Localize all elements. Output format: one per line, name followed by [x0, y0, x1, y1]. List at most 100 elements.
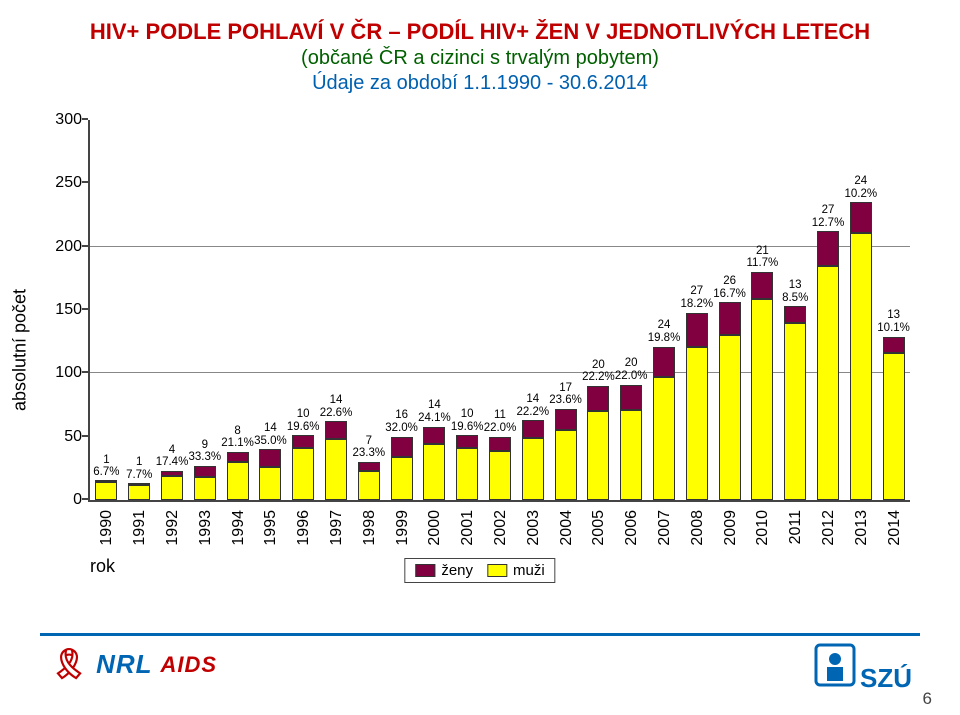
bar-2002: 1122.0%	[489, 437, 511, 500]
bar-zeny	[587, 386, 609, 411]
y-tick-label: 200	[55, 238, 82, 256]
bar-zeny	[620, 385, 642, 410]
x-tick-label: 1991	[131, 510, 149, 546]
plot-area: 05010015020025030016.7%199017.7%1991417.…	[88, 120, 910, 502]
bar-muzi	[391, 457, 413, 500]
y-tick	[82, 371, 88, 373]
y-tick-label: 300	[55, 111, 82, 129]
bar-zeny	[292, 435, 314, 448]
y-tick	[82, 435, 88, 437]
bar-2008: 2718.2%	[686, 313, 708, 500]
y-tick	[82, 308, 88, 310]
x-tick-label: 1996	[295, 510, 313, 546]
bar-2009: 2616.7%	[719, 302, 741, 500]
ribbon-icon: 🎗	[50, 647, 88, 682]
x-tick-label: 1997	[328, 510, 346, 546]
bar-muzi	[850, 233, 872, 500]
bar-muzi	[95, 482, 117, 500]
legend-item-zeny: ženy	[415, 562, 473, 579]
bar-1998: 723.3%	[358, 462, 380, 500]
bar-2013: 2410.2%	[850, 202, 872, 500]
slide: HIV+ PODLE POHLAVÍ V ČR – PODÍL HIV+ ŽEN…	[0, 0, 960, 715]
bar-muzi	[423, 444, 445, 500]
bar-muzi	[751, 299, 773, 500]
x-tick-label: 2006	[623, 510, 641, 546]
bar-muzi	[489, 451, 511, 500]
x-tick-label: 2000	[426, 510, 444, 546]
bar-zeny	[456, 435, 478, 448]
bar-1994: 821.1%	[227, 452, 249, 500]
footer: 🎗 NRL AIDS SZÚ 6	[0, 633, 960, 715]
bar-2001: 1019.6%	[456, 435, 478, 500]
x-tick-label: 1992	[164, 510, 182, 546]
bar-2000: 1424.1%	[423, 427, 445, 500]
bar-zeny	[784, 306, 806, 322]
bar-muzi	[292, 448, 314, 500]
bar-2006: 2022.0%	[620, 385, 642, 500]
bar-muzi	[587, 411, 609, 500]
bar-muzi	[719, 335, 741, 500]
footer-rule	[40, 633, 920, 636]
x-tick-label: 1998	[361, 510, 379, 546]
bar-1990: 16.7%	[95, 481, 117, 500]
legend-item-muzi: muži	[487, 562, 545, 579]
bar-muzi	[784, 323, 806, 500]
page-number: 6	[923, 689, 932, 709]
bar-1999: 1632.0%	[391, 437, 413, 500]
bar-1995: 1435.0%	[259, 449, 281, 500]
bar-2007: 2419.8%	[653, 347, 675, 500]
bar-muzi	[620, 410, 642, 500]
bar-muzi	[686, 347, 708, 500]
title-line-3: Údaje za období 1.1.1990 - 30.6.2014	[0, 71, 960, 96]
bar-muzi	[883, 353, 905, 500]
nrl-text: NRL	[96, 649, 152, 680]
titles: HIV+ PODLE POHLAVÍ V ČR – PODÍL HIV+ ŽEN…	[0, 0, 960, 96]
legend-swatch-zeny	[415, 564, 435, 577]
bar-muzi	[358, 471, 380, 500]
bar-muzi	[817, 266, 839, 500]
bar-zeny	[686, 313, 708, 347]
bar-1997: 1422.6%	[325, 421, 347, 500]
szu-logo: SZÚ	[814, 639, 912, 691]
bar-muzi	[259, 467, 281, 500]
bar-2010: 2111.7%	[751, 272, 773, 500]
bar-zeny	[161, 471, 183, 476]
y-tick	[82, 498, 88, 500]
x-tick-label: 2008	[689, 510, 707, 546]
y-tick	[82, 118, 88, 120]
bar-muzi	[522, 438, 544, 500]
y-tick	[82, 181, 88, 183]
legend-label-zeny: ženy	[441, 562, 473, 579]
y-axis-label: absolutní počet	[10, 289, 31, 411]
bar-zeny	[850, 202, 872, 232]
x-tick-label: 1993	[197, 510, 215, 546]
x-tick-label: 2010	[754, 510, 772, 546]
bar-zeny	[194, 466, 216, 477]
bar-zeny	[817, 231, 839, 265]
title-line-2: (občané ČR a cizinci s trvalým pobytem)	[0, 46, 960, 71]
bar-2011: 138.5%	[784, 306, 806, 500]
bar-zeny	[883, 337, 905, 353]
x-tick-label: 2004	[558, 510, 576, 546]
x-axis-label: rok	[90, 556, 115, 577]
y-tick	[82, 245, 88, 247]
chart: absolutní počet 05010015020025030016.7%1…	[30, 120, 930, 580]
bar-label: 2111.7%	[732, 245, 792, 270]
bar-2012: 2712.7%	[817, 231, 839, 500]
bar-zeny	[358, 462, 380, 471]
bar-zeny	[653, 347, 675, 377]
bar-muzi	[227, 462, 249, 500]
bar-label: 1310.1%	[864, 309, 924, 334]
bar-muzi	[128, 485, 150, 500]
szu-icon	[814, 639, 856, 691]
bar-zeny	[391, 437, 413, 457]
bar-1992: 417.4%	[161, 471, 183, 500]
nrl-aids-logo: 🎗 NRL AIDS	[48, 647, 217, 682]
szu-text: SZÚ	[860, 665, 912, 691]
x-tick-label: 2007	[656, 510, 674, 546]
bar-1996: 1019.6%	[292, 435, 314, 500]
bar-zeny	[555, 409, 577, 431]
x-tick-label: 1999	[394, 510, 412, 546]
bar-2003: 1422.2%	[522, 420, 544, 500]
bar-muzi	[194, 477, 216, 500]
